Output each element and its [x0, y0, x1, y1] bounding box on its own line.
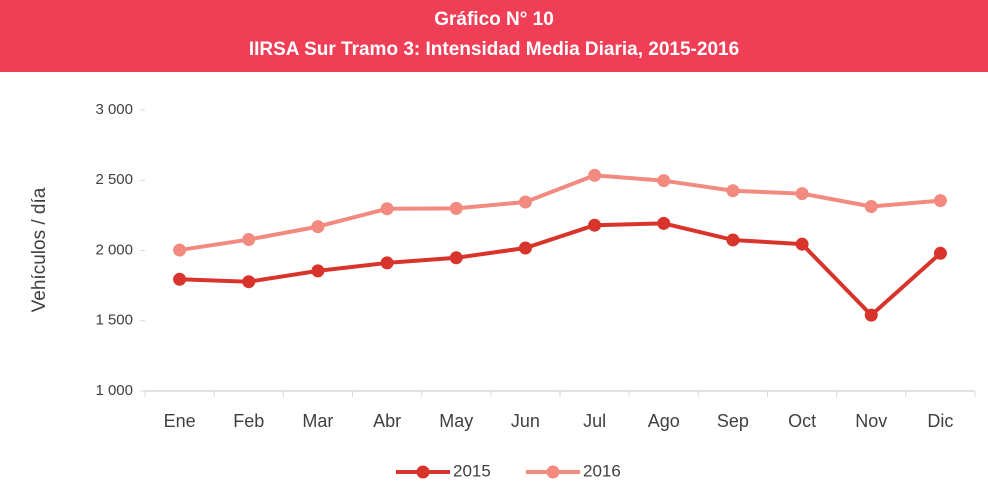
x-tick-label: Ene	[164, 411, 196, 431]
chart-subtitle: IIRSA Sur Tramo 3: Intensidad Media Diar…	[249, 39, 739, 60]
chart-title: Gráfico N° 10	[434, 9, 554, 30]
point	[588, 218, 602, 232]
point	[657, 216, 671, 230]
x-tick-label: Nov	[855, 411, 887, 431]
x-tick-label: Dic	[927, 411, 953, 431]
point	[795, 237, 809, 251]
point	[864, 200, 878, 214]
point	[588, 168, 602, 182]
point	[864, 308, 878, 322]
title-banner	[0, 0, 988, 72]
point	[173, 243, 187, 257]
series-line	[179, 173, 941, 253]
point	[933, 246, 947, 260]
point	[242, 233, 256, 247]
point	[380, 202, 394, 216]
point	[173, 272, 187, 286]
y-tick-label: 2 500	[95, 171, 133, 188]
x-tick-label: Jun	[511, 411, 540, 431]
point	[726, 184, 740, 198]
x-tick-label: Sep	[717, 411, 749, 431]
point	[933, 194, 947, 208]
x-tick-label: Ago	[648, 411, 680, 431]
point	[657, 174, 671, 188]
x-tick-label: Jul	[583, 411, 606, 431]
x-tick-label: Feb	[233, 411, 264, 431]
y-tick-label: 3 000	[95, 101, 133, 118]
point	[518, 241, 532, 255]
point	[449, 201, 463, 215]
y-tick-label: 2 000	[95, 241, 133, 258]
legend-label: 2016	[583, 461, 621, 480]
point	[795, 187, 809, 201]
x-tick-label: May	[439, 411, 473, 431]
point	[242, 275, 256, 289]
y-tick-label: 1 000	[95, 382, 133, 399]
x-tick-label: Abr	[373, 411, 401, 431]
legend-label: 2015	[453, 461, 491, 480]
x-tick-label: Mar	[302, 411, 333, 431]
y-tick-label: 1 500	[95, 312, 133, 329]
series-line	[179, 221, 942, 318]
legend-marker	[416, 465, 430, 479]
point	[449, 251, 463, 265]
point	[311, 264, 325, 278]
y-axis-label: Vehículos / día	[29, 187, 50, 312]
legend-marker	[546, 465, 560, 479]
point	[726, 233, 740, 247]
point	[380, 256, 394, 270]
x-tick-label: Oct	[788, 411, 816, 431]
point	[311, 220, 325, 234]
point	[518, 195, 532, 209]
